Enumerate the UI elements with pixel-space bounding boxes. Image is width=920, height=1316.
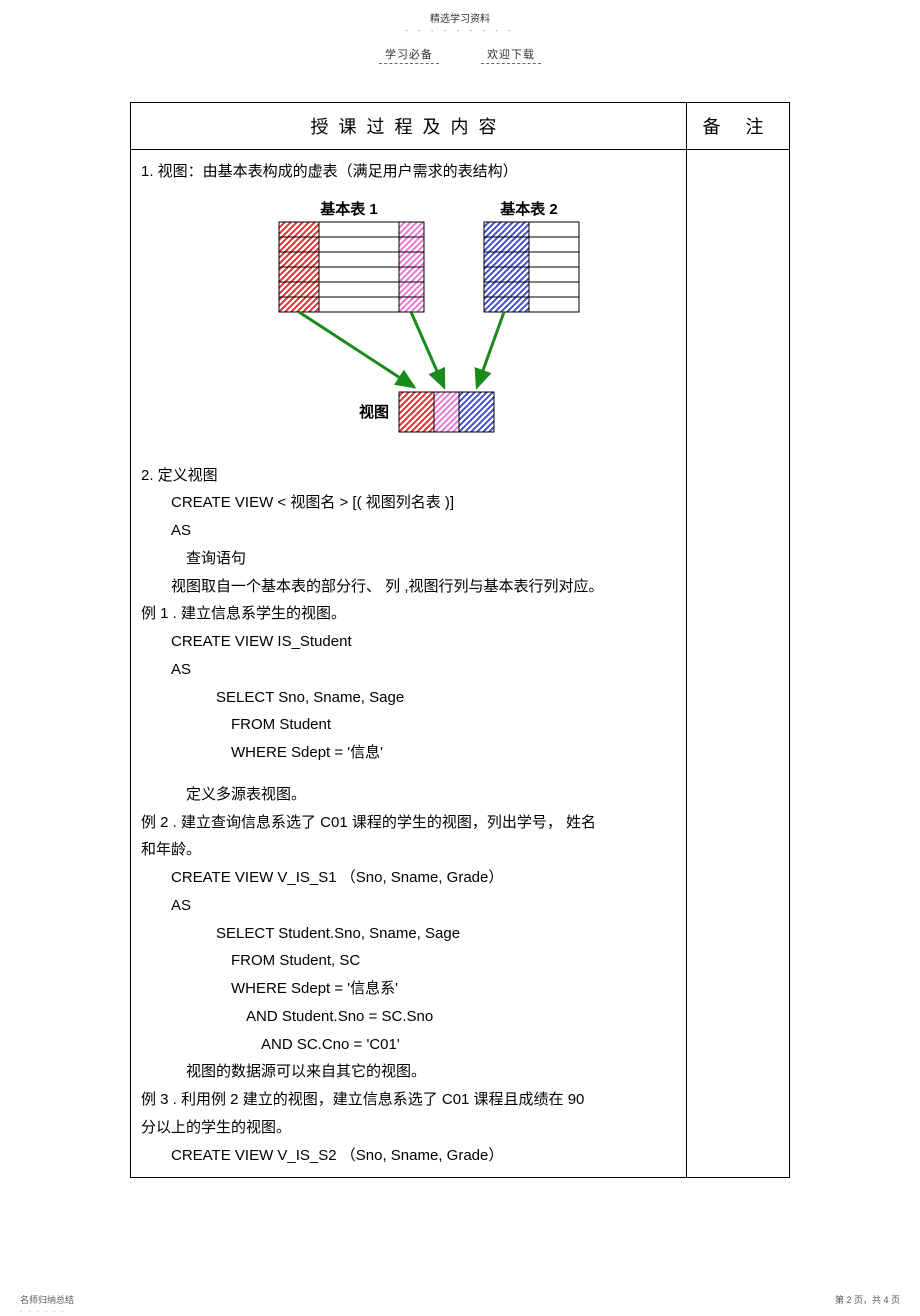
- line: CREATE VIEW < 视图名 > [( 视图列名表 )]: [141, 489, 676, 517]
- top-header-text: 精选学习资料: [430, 14, 490, 25]
- line: FROM Student, SC: [141, 947, 676, 975]
- line: SELECT Sno, Sname, Sage: [141, 684, 676, 712]
- label-view: 视图: [359, 403, 389, 421]
- col-header-notes: 备 注: [687, 103, 790, 150]
- line: AND SC.Cno = 'C01': [141, 1031, 676, 1059]
- line: 1. 视图：由基本表构成的虚表（满足用户需求的表结构）: [141, 158, 676, 186]
- arrow-2: [411, 312, 444, 387]
- line: AS: [141, 517, 676, 545]
- line: 视图的数据源可以来自其它的视图。: [141, 1058, 676, 1086]
- footer-left: 名师归纳总结 - - - - - -: [20, 1293, 74, 1316]
- table2: [484, 222, 579, 312]
- line: 视图取自一个基本表的部分行、 列 ,视图行列与基本表行列对应。: [141, 573, 676, 601]
- line: SELECT Student.Sno, Sname, Sage: [141, 920, 676, 948]
- notes-cell: [687, 150, 790, 1178]
- arrow-1: [299, 312, 414, 387]
- footer-left-dots: - - - - - -: [20, 1309, 66, 1316]
- line: 2. 定义视图: [141, 462, 676, 490]
- diagram-wrap: 基本表 1 基本表 2: [141, 192, 676, 452]
- footer-right: 第 2 页，共 4 页: [835, 1293, 900, 1306]
- line: WHERE Sdept = '信息系': [141, 975, 676, 1003]
- arrow-3: [477, 312, 504, 387]
- main-table: 授课过程及内容 备 注 1. 视图：由基本表构成的虚表（满足用户需求的表结构）: [130, 102, 790, 1178]
- top-header-dots: - - - - - - - - -: [405, 26, 515, 35]
- line: 分以上的学生的视图。: [141, 1114, 676, 1142]
- label-table2: 基本表 2: [499, 200, 558, 218]
- spacer: [141, 767, 676, 781]
- view-diagram: 基本表 1 基本表 2: [219, 192, 599, 442]
- sub-header-right: 欢迎下载: [481, 49, 541, 64]
- footer-left-text: 名师归纳总结: [20, 1295, 74, 1305]
- line: WHERE Sdept = '信息': [141, 739, 676, 767]
- line: AS: [141, 892, 676, 920]
- line: CREATE VIEW V_IS_S1 （Sno, Sname, Grade）: [141, 864, 676, 892]
- line: FROM Student: [141, 711, 676, 739]
- label-table1: 基本表 1: [319, 200, 378, 218]
- table-header-row: 授课过程及内容 备 注: [131, 103, 790, 150]
- line: CREATE VIEW V_IS_S2 （Sno, Sname, Grade）: [141, 1142, 676, 1170]
- line: 例 3 . 利用例 2 建立的视图，建立信息系选了 C01 课程且成绩在 90: [141, 1086, 676, 1114]
- line: 查询语句: [141, 545, 676, 573]
- content-cell: 1. 视图：由基本表构成的虚表（满足用户需求的表结构）: [131, 150, 687, 1178]
- line: 和年龄。: [141, 836, 676, 864]
- col-header-process: 授课过程及内容: [131, 103, 687, 150]
- line: AS: [141, 656, 676, 684]
- table-body-row: 1. 视图：由基本表构成的虚表（满足用户需求的表结构）: [131, 150, 790, 1178]
- line: AND Student.Sno = SC.Sno: [141, 1003, 676, 1031]
- page: 精选学习资料 - - - - - - - - - 学习必备 欢迎下载 授课过程及…: [0, 0, 920, 1303]
- line: 例 1 . 建立信息系学生的视图。: [141, 600, 676, 628]
- view-box: [399, 392, 494, 432]
- line: CREATE VIEW IS_Student: [141, 628, 676, 656]
- line: 例 2 . 建立查询信息系选了 C01 课程的学生的视图，列出学号， 姓名: [141, 809, 676, 837]
- sub-header-left: 学习必备: [379, 49, 439, 64]
- line: 定义多源表视图。: [141, 781, 676, 809]
- top-header: 精选学习资料 - - - - - - - - -: [0, 10, 920, 36]
- table1: [279, 222, 424, 312]
- sub-header: 学习必备 欢迎下载: [0, 46, 920, 62]
